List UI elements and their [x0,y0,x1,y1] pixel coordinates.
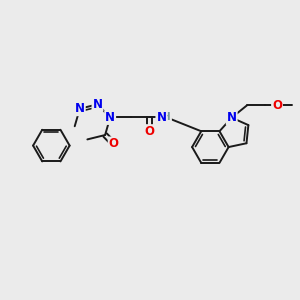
Text: O: O [272,99,282,112]
Text: N: N [75,102,85,115]
Text: O: O [109,137,119,150]
Text: N: N [156,111,167,124]
Text: O: O [145,125,154,138]
Text: H: H [162,112,171,122]
Text: N: N [227,111,237,124]
Text: N: N [92,98,103,111]
Text: N: N [105,111,115,124]
